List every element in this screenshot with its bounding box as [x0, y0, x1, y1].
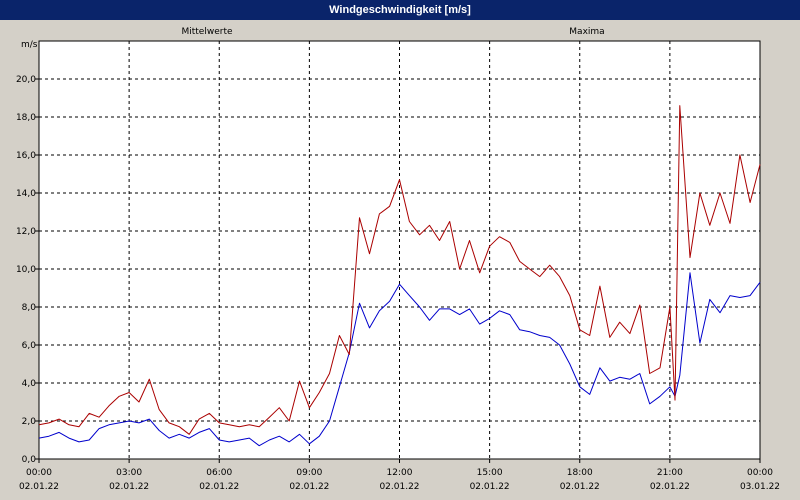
series-lines [38, 105, 761, 447]
x-axis: 00:00 02.01.22 03:00 02.01.22 06:00 02.01.22 0… [19, 459, 780, 492]
y-tick-label: 6,0 [22, 341, 37, 351]
x-tick-date-label: 03.01.22 [740, 482, 780, 492]
y-tick-label: 4,0 [22, 379, 37, 389]
x-tick-date-label: 02.01.22 [19, 482, 59, 492]
x-tick-time-label: 12:00 [387, 468, 413, 478]
y-tick-label: 8,0 [22, 303, 37, 313]
x-tick-date-label: 02.01.22 [560, 482, 600, 492]
x-tick-date-label: 02.01.22 [289, 482, 329, 492]
y-tick-label: 2,0 [22, 417, 37, 427]
x-tick-date-label: 02.01.22 [199, 482, 239, 492]
window-title: Windgeschwindigkeit [m/s] [0, 0, 800, 20]
legend-maxima: Maxima [569, 27, 604, 37]
x-tick-date-label: 02.01.22 [470, 482, 510, 492]
x-tick-date-label: 02.01.22 [109, 482, 149, 492]
x-tick-time-label: 06:00 [206, 468, 232, 478]
legend-mittelwerte: Mittelwerte [181, 27, 232, 37]
x-tick-time-label: 09:00 [296, 468, 322, 478]
y-tick-label: 12,0 [16, 227, 36, 237]
y-axis-unit: m/s [21, 40, 38, 50]
series-line-mittelwerte [38, 272, 761, 447]
y-tick-label: 20,0 [16, 75, 36, 85]
x-tick-time-label: 18:00 [567, 468, 593, 478]
series-line-maxima [38, 105, 761, 435]
x-tick-date-label: 02.01.22 [379, 482, 419, 492]
y-tick-label: 14,0 [16, 189, 36, 199]
x-tick-time-label: 21:00 [657, 468, 683, 478]
chart: 0,02,04,06,08,010,012,014,016,018,020,0 … [16, 27, 780, 492]
y-tick-label: 10,0 [16, 265, 36, 275]
x-tick-time-label: 00:00 [747, 468, 773, 478]
x-tick-time-label: 03:00 [116, 468, 142, 478]
y-tick-label: 0,0 [22, 455, 37, 465]
y-axis: 0,0 2,0 4,0 6,0 8,0 10,0 12,0 14,0 16,0 18,0 20,0 [16, 75, 39, 465]
y-tick-label: 16,0 [16, 151, 36, 161]
x-tick-time-label: 15:00 [477, 468, 503, 478]
x-tick-date-label: 02.01.22 [650, 482, 690, 492]
y-tick-label: 18,0 [16, 113, 36, 123]
grid [39, 41, 760, 459]
x-tick-time-label: 00:00 [26, 468, 52, 478]
